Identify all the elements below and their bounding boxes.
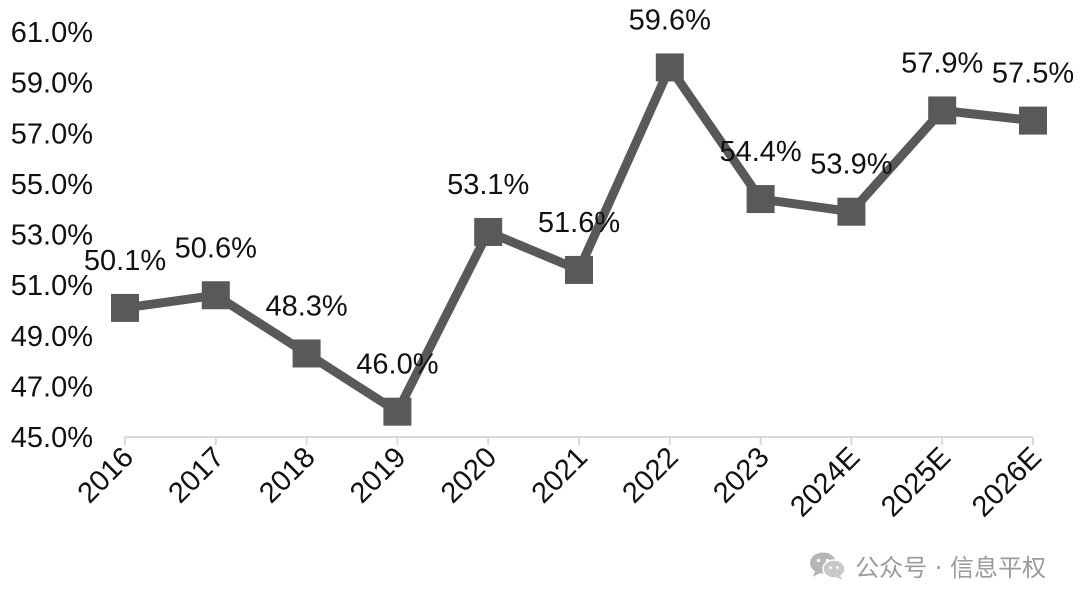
data-label: 50.1% xyxy=(84,245,166,277)
data-point-marker xyxy=(565,255,593,284)
y-tick-label: 59.0% xyxy=(11,68,93,100)
x-tick-label: 2021 xyxy=(526,441,594,509)
x-tick-label: 2020 xyxy=(435,441,503,509)
y-tick-label: 61.0% xyxy=(11,17,93,49)
y-tick-label: 55.0% xyxy=(11,169,93,201)
x-tick-label: 2022 xyxy=(617,441,685,509)
data-point-marker xyxy=(928,96,957,125)
data-label: 54.4% xyxy=(719,136,801,168)
data-label: 46.0% xyxy=(356,349,438,381)
data-point-marker xyxy=(837,197,866,226)
x-tick-label: 2024E xyxy=(784,441,866,523)
watermark-text: 公众号 · 信息平权 xyxy=(855,554,1046,582)
data-label: 48.3% xyxy=(265,290,347,322)
series-line-group xyxy=(111,53,1047,426)
y-tick-label: 47.0% xyxy=(11,371,93,403)
data-point-marker xyxy=(383,397,412,426)
data-point-marker xyxy=(292,339,321,368)
x-tick-label: 2025E xyxy=(875,441,957,523)
data-point-marker xyxy=(655,53,684,82)
data-point-marker xyxy=(746,185,775,214)
y-tick-label: 51.0% xyxy=(11,270,93,302)
data-label: 57.9% xyxy=(901,47,983,79)
data-point-marker xyxy=(111,293,139,322)
data-point-marker xyxy=(474,217,503,246)
data-point-marker xyxy=(201,281,230,310)
data-labels: 50.1% 50.6%48.3% 46.0% 53.1% 51.6% 59.6% 54.4%… xyxy=(84,4,1074,380)
x-tick-label: 2019 xyxy=(344,441,412,509)
x-axis xyxy=(124,436,1034,445)
data-label: 51.6% xyxy=(538,207,620,239)
x-tick-label: 2017 xyxy=(163,441,231,509)
y-tick-label: 53.0% xyxy=(11,220,93,252)
data-label: 57.5% xyxy=(992,58,1074,90)
watermark: 公众号 · 信息平权 xyxy=(809,548,1046,583)
data-label: 53.9% xyxy=(810,149,892,181)
data-label: 50.6% xyxy=(175,232,257,264)
x-axis-tick-labels: 2016 2017 2018 2019 2020 2021 2022 2023 2024E 202… xyxy=(72,441,1048,523)
x-tick-label: 2018 xyxy=(253,441,321,509)
data-label: 53.1% xyxy=(447,169,529,201)
data-label: 59.6% xyxy=(629,4,711,36)
y-axis-tick-labels: 45.0% 47.0% 49.0% 51.0% 53.0% 55.0% 57.0% 59.0%… xyxy=(11,17,93,454)
x-tick-label: 2023 xyxy=(707,441,775,509)
y-tick-label: 45.0% xyxy=(11,422,93,454)
y-tick-label: 49.0% xyxy=(11,321,93,353)
x-tick-label: 2026E xyxy=(966,441,1048,523)
y-tick-label: 57.0% xyxy=(11,118,93,150)
wechat-icon xyxy=(809,551,847,581)
series-line xyxy=(124,58,1034,419)
data-point-marker xyxy=(1019,106,1047,135)
